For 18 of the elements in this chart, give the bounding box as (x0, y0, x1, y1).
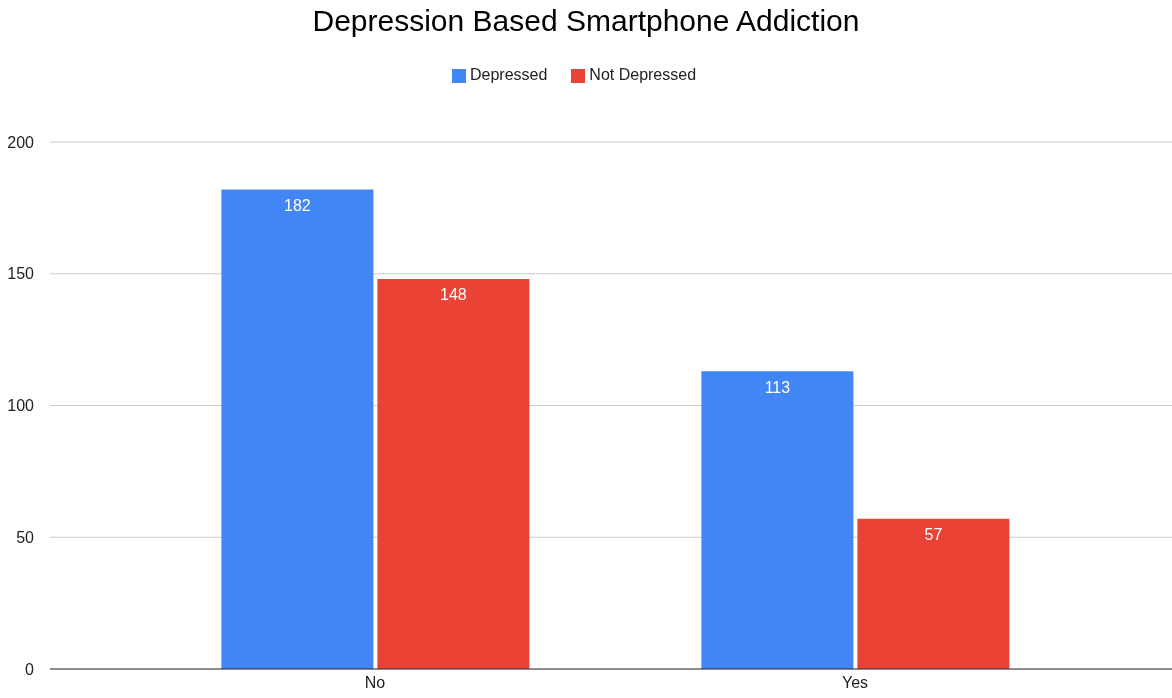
bar (701, 371, 854, 669)
y-tick-label: 200 (7, 133, 35, 151)
x-tick-label: No (364, 674, 386, 692)
y-tick-label: 50 (16, 528, 35, 546)
y-tick-label: 150 (7, 265, 35, 283)
data-label: 57 (924, 526, 943, 544)
y-tick-label: 0 (25, 660, 35, 678)
bar (221, 189, 374, 669)
legend-label: Not Depressed (589, 66, 697, 83)
bar (377, 279, 530, 669)
data-label: 148 (440, 286, 467, 304)
data-label: 113 (764, 378, 791, 396)
data-label: 182 (284, 196, 311, 214)
x-tick-label: Yes (841, 674, 869, 692)
bar (857, 518, 1010, 669)
y-tick-label: 100 (7, 397, 35, 415)
legend-label: Depressed (469, 66, 548, 83)
chart-title: Depression Based Smartphone Addiction (311, 4, 861, 38)
